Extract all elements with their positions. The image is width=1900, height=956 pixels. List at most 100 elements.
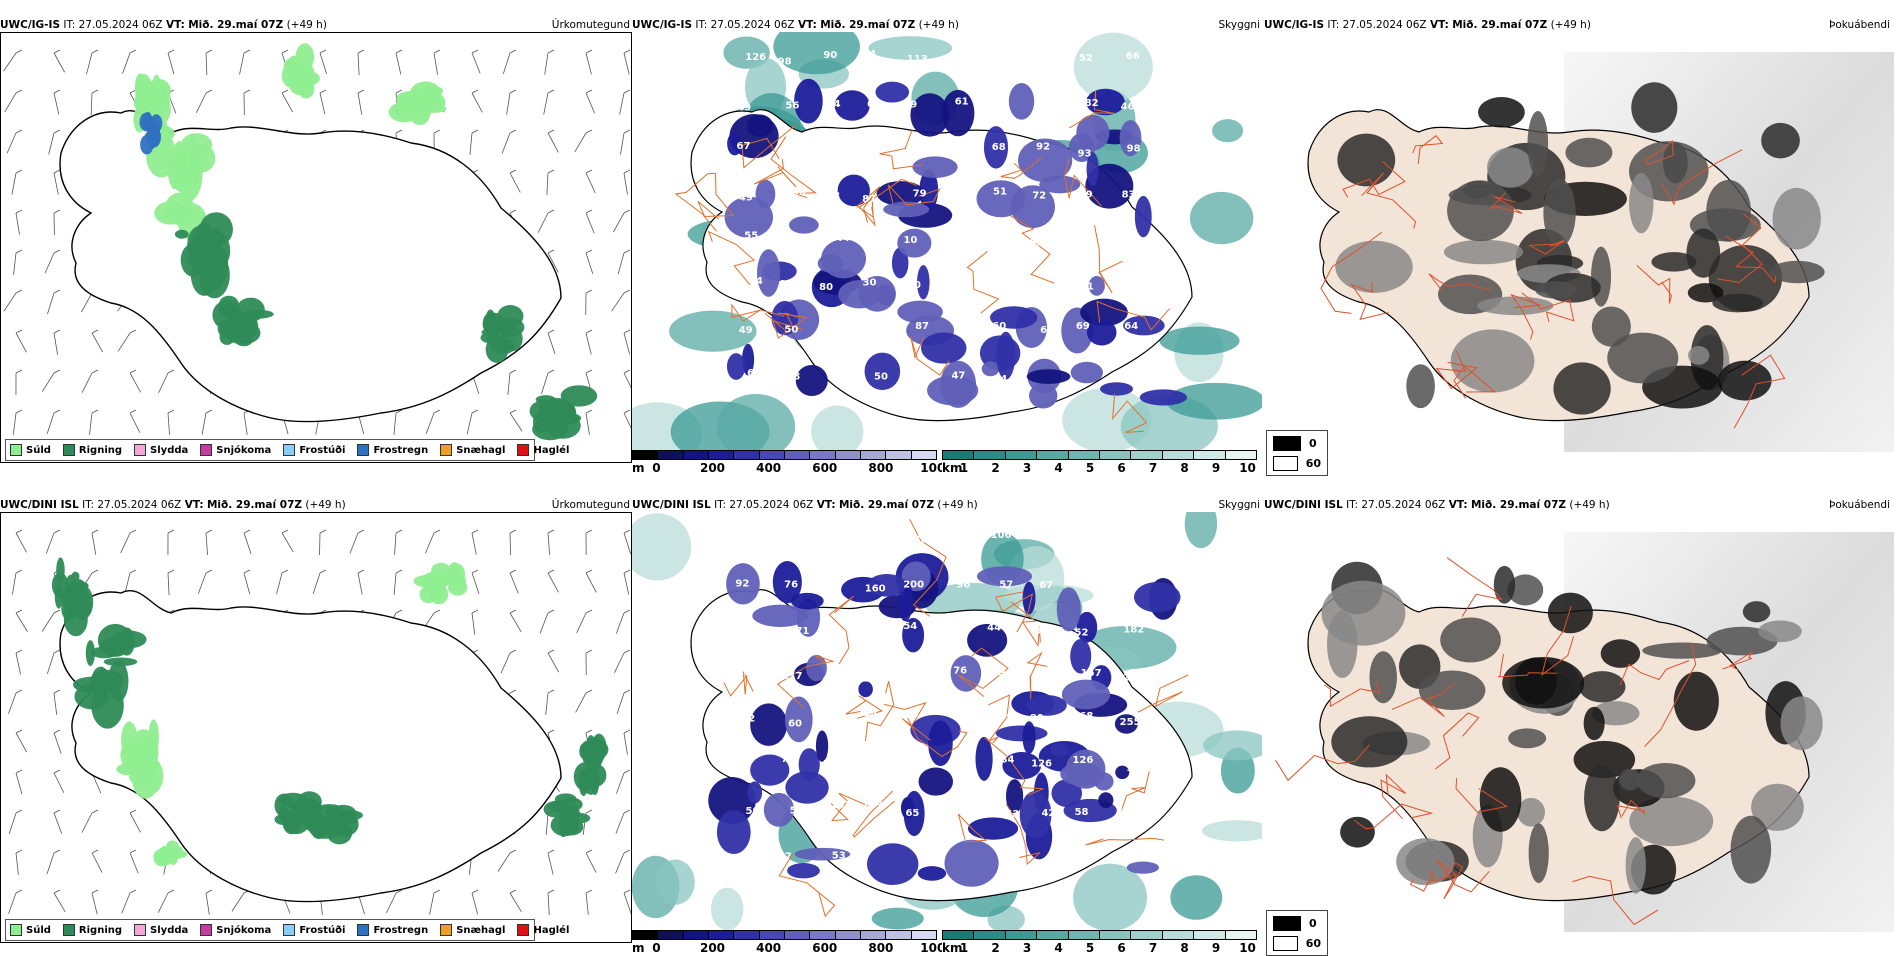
wind-barb-flag — [282, 90, 288, 93]
wind-barb — [503, 53, 510, 74]
visibility-m-cell — [1127, 861, 1159, 873]
panel-header: UWC/IG-IS IT: 27.05.2024 06Z VT: Mið. 29… — [0, 18, 632, 32]
wind-barb-flag — [396, 610, 402, 613]
wind-barb — [624, 533, 631, 554]
visibility-value-label: 86 — [956, 754, 970, 765]
wind-barb-flag — [624, 850, 630, 853]
precip-cell — [62, 586, 82, 610]
wind-barb-flag — [586, 170, 592, 173]
panel-fog-row2: UWC/DINI ISL IT: 27.05.2024 06Z VT: Mið.… — [1264, 498, 1900, 943]
wind-barb — [49, 133, 54, 154]
wind-barb — [541, 373, 548, 394]
legend-label: Slydda — [150, 925, 188, 936]
wind-barb-flag — [510, 650, 516, 653]
fog-map-svg — [1264, 512, 1900, 941]
visibility-m-cell — [918, 866, 946, 881]
wind-barb-flag — [92, 890, 98, 893]
visibility-value-label: 157 — [1081, 668, 1102, 679]
wind-barb — [548, 333, 555, 354]
fog-cell — [1591, 247, 1611, 307]
precip-cell — [486, 336, 509, 363]
precip-cell — [197, 223, 211, 236]
wind-barb — [244, 533, 251, 554]
visibility-value-label: 76 — [953, 665, 967, 676]
wind-barb — [232, 893, 244, 911]
visibility-value-label: 82 — [906, 673, 920, 684]
wind-barb-flag — [244, 90, 250, 93]
legend-swatch — [10, 444, 22, 456]
colorbar-cell — [1226, 931, 1256, 939]
wind-barb — [240, 53, 244, 75]
visibility-value-label: 10 — [991, 284, 1005, 295]
colorbar-cell — [861, 931, 886, 939]
visibility-value-label: 173 — [955, 326, 976, 337]
fog-cell — [1758, 620, 1802, 642]
wind-barb — [16, 213, 20, 235]
wind-barb-flag — [396, 50, 402, 53]
legend-item: Slydda — [134, 924, 188, 936]
visibility-value-label: 97 — [873, 233, 887, 244]
wind-barb — [92, 853, 102, 873]
wind-barb-flag — [548, 130, 554, 133]
visibility-value-label: 50 — [790, 806, 804, 817]
wind-barb — [624, 413, 631, 433]
wind-barb-flag — [396, 530, 402, 533]
wind-barb-flag — [548, 170, 554, 173]
visibility-value-label: 47 — [951, 371, 965, 382]
wind-barb-flag — [92, 410, 98, 413]
visibility-value-label: 67 — [1039, 580, 1053, 591]
visibility-value-label: 50 — [1039, 96, 1053, 107]
colorbar-tick: 6 — [1117, 461, 1125, 475]
colorbar-cell — [1006, 931, 1037, 939]
precip-cell — [568, 805, 580, 823]
colorbar-cell — [1194, 931, 1225, 939]
precip-cell — [545, 405, 559, 432]
visibility-value-label: 68 — [867, 99, 881, 110]
colorbar-tick: 3 — [1023, 941, 1031, 955]
colorbar-tick: 2 — [991, 461, 999, 475]
fog-cell — [1601, 639, 1640, 668]
legend-item: Frostregn — [357, 444, 428, 456]
visibility-value-label: 74 — [749, 276, 763, 287]
fog-cell — [1440, 618, 1501, 663]
wind-barb-flag — [434, 610, 440, 613]
visibility-m-cell — [1023, 721, 1036, 754]
wind-barb — [206, 893, 209, 915]
visibility-m-cell — [787, 863, 820, 878]
wind-barb-flag — [548, 570, 554, 573]
wind-barb — [546, 813, 548, 835]
visibility-value-label: 60 — [992, 321, 1006, 332]
wind-barb — [82, 373, 92, 393]
fog-cell — [1780, 696, 1822, 750]
wind-barb-flag — [130, 330, 136, 333]
fog-cell — [1447, 180, 1514, 241]
wind-barb-flag — [358, 570, 364, 573]
wind-barb-flag — [168, 890, 174, 893]
wind-barb-flag — [16, 890, 22, 893]
visibility-m-cell — [816, 730, 828, 761]
wind-barb — [510, 533, 511, 555]
visibility-value-label: 182 — [1123, 624, 1144, 635]
wind-barb — [575, 133, 586, 152]
colorbar-cell — [1100, 931, 1131, 939]
wind-barb — [624, 733, 627, 755]
fog-cell — [1712, 294, 1763, 313]
wind-barb-flag — [54, 530, 60, 533]
panel-header: UWC/DINI ISL IT: 27.05.2024 06Z VT: Mið.… — [632, 498, 1262, 512]
fog-cell — [1688, 346, 1709, 365]
wind-barb — [616, 613, 624, 634]
visibility-value-label: 53 — [1072, 576, 1086, 587]
wind-barb-flag — [624, 50, 630, 53]
colorbar-cell — [810, 931, 835, 939]
legend-label: Súld — [26, 925, 51, 936]
wind-barb-flag — [548, 690, 554, 693]
visibility-value-label: 49 — [739, 193, 753, 204]
wind-barb — [54, 893, 65, 912]
wind-barb-flag — [244, 530, 250, 533]
fog-cell — [1451, 329, 1535, 392]
wind-barb-flag — [92, 50, 98, 53]
panel-title: Skyggni — [1219, 498, 1261, 512]
visibility-value-label: 64 — [1124, 321, 1138, 332]
visibility-value-label: 71 — [824, 580, 838, 591]
